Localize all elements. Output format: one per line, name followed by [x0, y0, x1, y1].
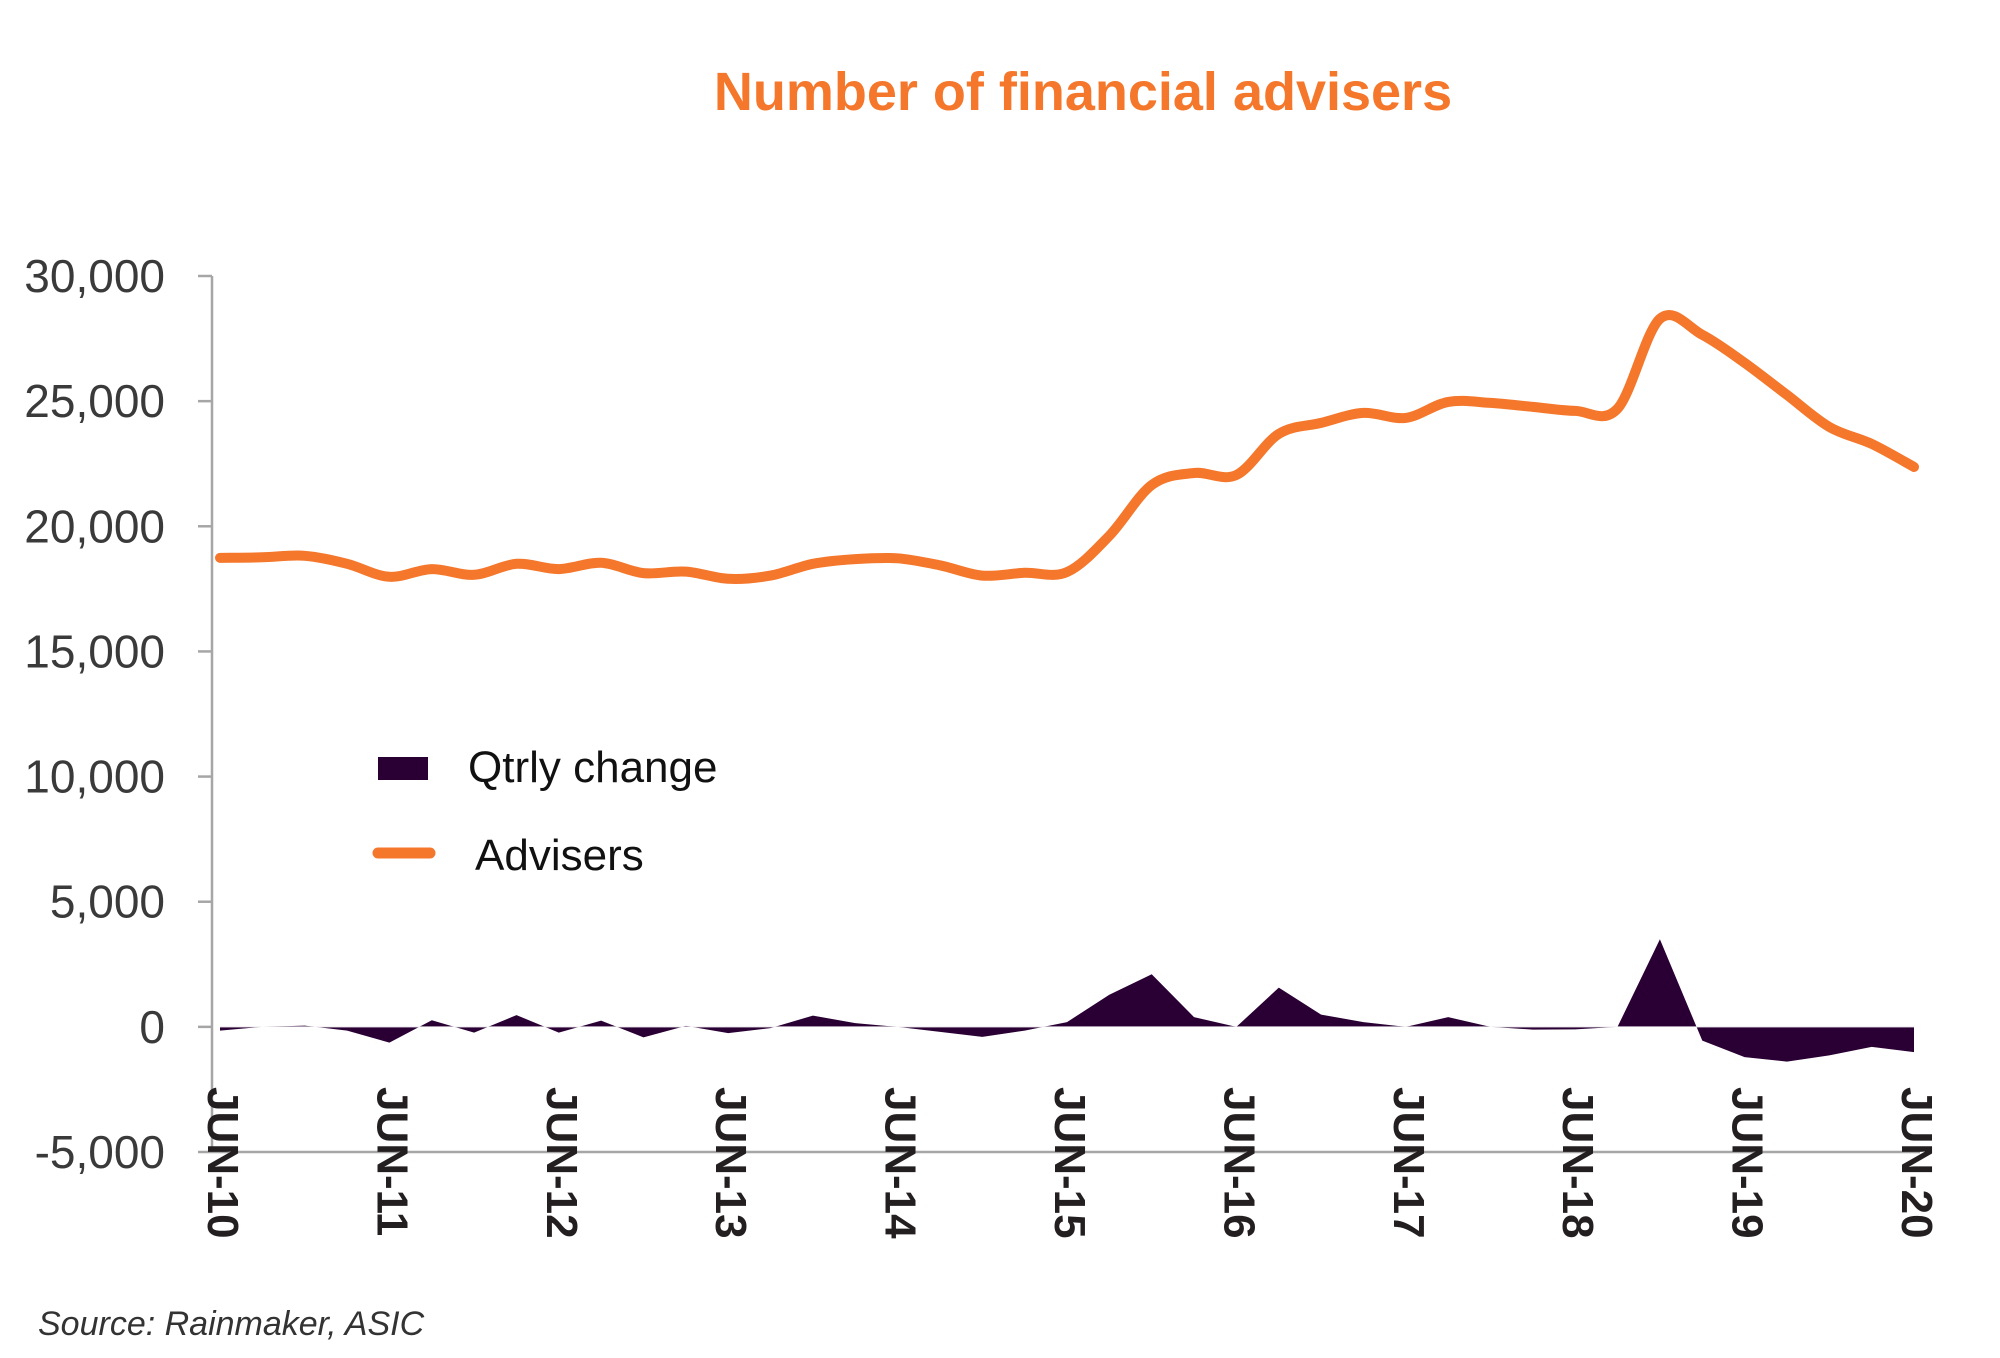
x-tick-label: JUN-19 [1723, 1087, 1772, 1239]
y-tick-label: 0 [139, 1001, 165, 1053]
y-tick-label: 25,000 [24, 375, 165, 427]
axes [210, 276, 1920, 1154]
chart-title: Number of financial advisers [714, 62, 1452, 122]
x-tick-label: JUN-11 [367, 1087, 416, 1236]
y-tick-label: -5,000 [35, 1126, 165, 1178]
qtrly-change-area [220, 939, 1914, 1062]
y-axis-ticks: 30,000 25,000 20,000 15,000 10,000 5,000 0 -5,0… [24, 250, 212, 1178]
y-tick-label: 30,000 [24, 250, 165, 302]
legend: Qtrly change Advisers [372, 743, 717, 880]
x-tick-label: JUN-17 [1384, 1087, 1433, 1239]
x-tick-label: JUN-12 [537, 1087, 586, 1239]
legend-label-qtrly-change: Qtrly change [468, 743, 717, 792]
advisers-line [215, 310, 1919, 584]
x-tick-label: JUN-13 [706, 1087, 755, 1239]
advisers-series [215, 310, 1919, 584]
x-tick-label: JUN-20 [1892, 1087, 1941, 1239]
y-tick-label: 15,000 [24, 625, 165, 677]
x-tick-label: JUN-18 [1553, 1087, 1602, 1239]
y-tick-label: 10,000 [24, 751, 165, 803]
source-note: Source: Rainmaker, ASIC [38, 1305, 425, 1343]
qtrly-change-series [212, 939, 1914, 1062]
x-tick-label: JUN-16 [1214, 1087, 1263, 1239]
x-tick-label: JUN-14 [876, 1087, 925, 1239]
x-tick-label: JUN-15 [1045, 1087, 1094, 1239]
x-tick-label: JUN-10 [198, 1087, 247, 1239]
x-axis-ticks: JUN-10 JUN-11 JUN-12 JUN-13 JUN-14 JUN-15 JUN-… [198, 1087, 1941, 1239]
y-tick-label: 5,000 [50, 876, 165, 928]
legend-label-advisers: Advisers [475, 831, 644, 880]
y-tick-label: 20,000 [24, 500, 165, 552]
legend-swatch-qtrly-change [378, 757, 428, 780]
